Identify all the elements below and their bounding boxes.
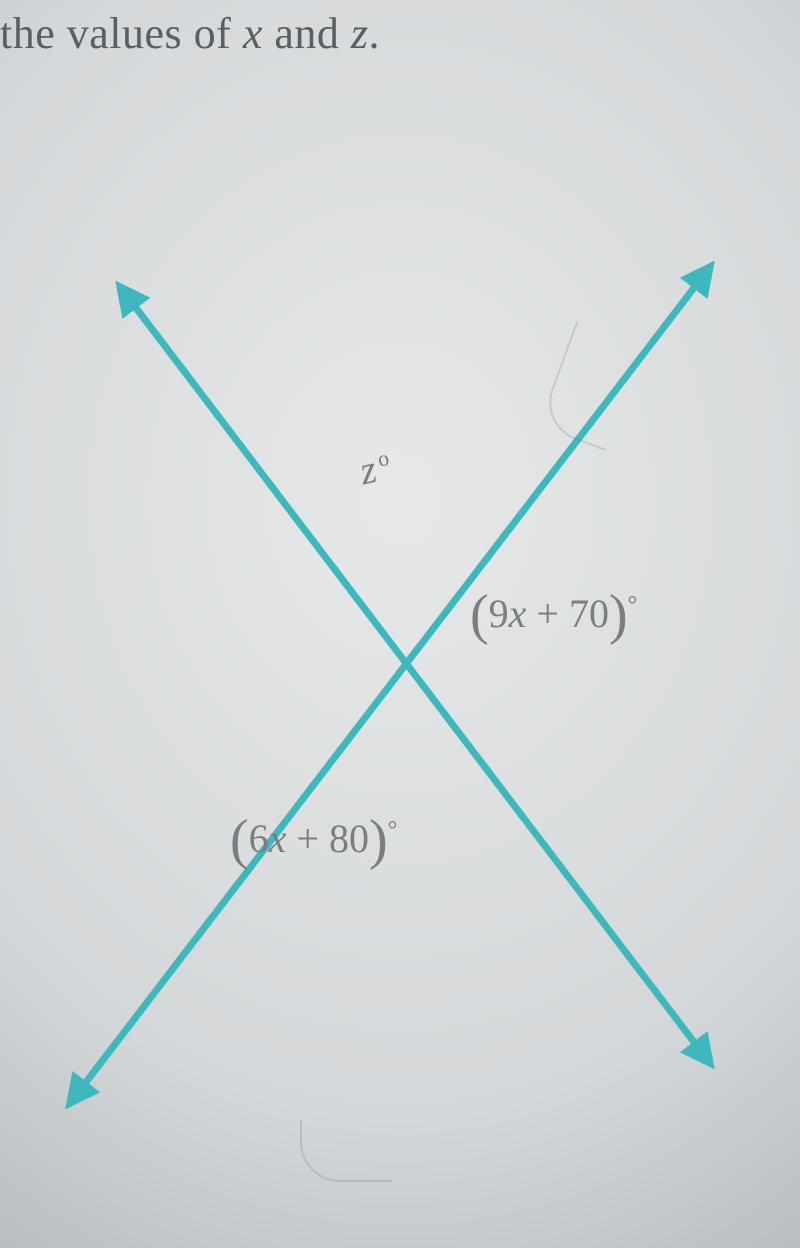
bottom-op: + — [286, 816, 329, 861]
angle-label-right: (9x + 70)° — [470, 590, 637, 637]
bottom-coef: 6 — [249, 816, 269, 861]
bottom-deg: ° — [388, 818, 398, 844]
right-op: + — [526, 591, 569, 636]
right-rparen: ) — [609, 584, 628, 646]
bottom-rparen: ) — [369, 809, 388, 871]
right-var: x — [509, 591, 527, 636]
right-deg: ° — [628, 593, 638, 619]
bottom-const: 80 — [329, 816, 369, 861]
page-root: the values of x and z. zo (9x + 70)° (6x… — [0, 0, 800, 1248]
smudge-mark-2 — [300, 1120, 392, 1182]
right-lparen: ( — [470, 584, 489, 646]
right-coef: 9 — [489, 591, 509, 636]
intersecting-lines-figure — [0, 0, 800, 1248]
right-const: 70 — [569, 591, 609, 636]
bottom-var: x — [269, 816, 287, 861]
angle-label-bottom: (6x + 80)° — [230, 815, 397, 862]
bottom-lparen: ( — [230, 809, 249, 871]
